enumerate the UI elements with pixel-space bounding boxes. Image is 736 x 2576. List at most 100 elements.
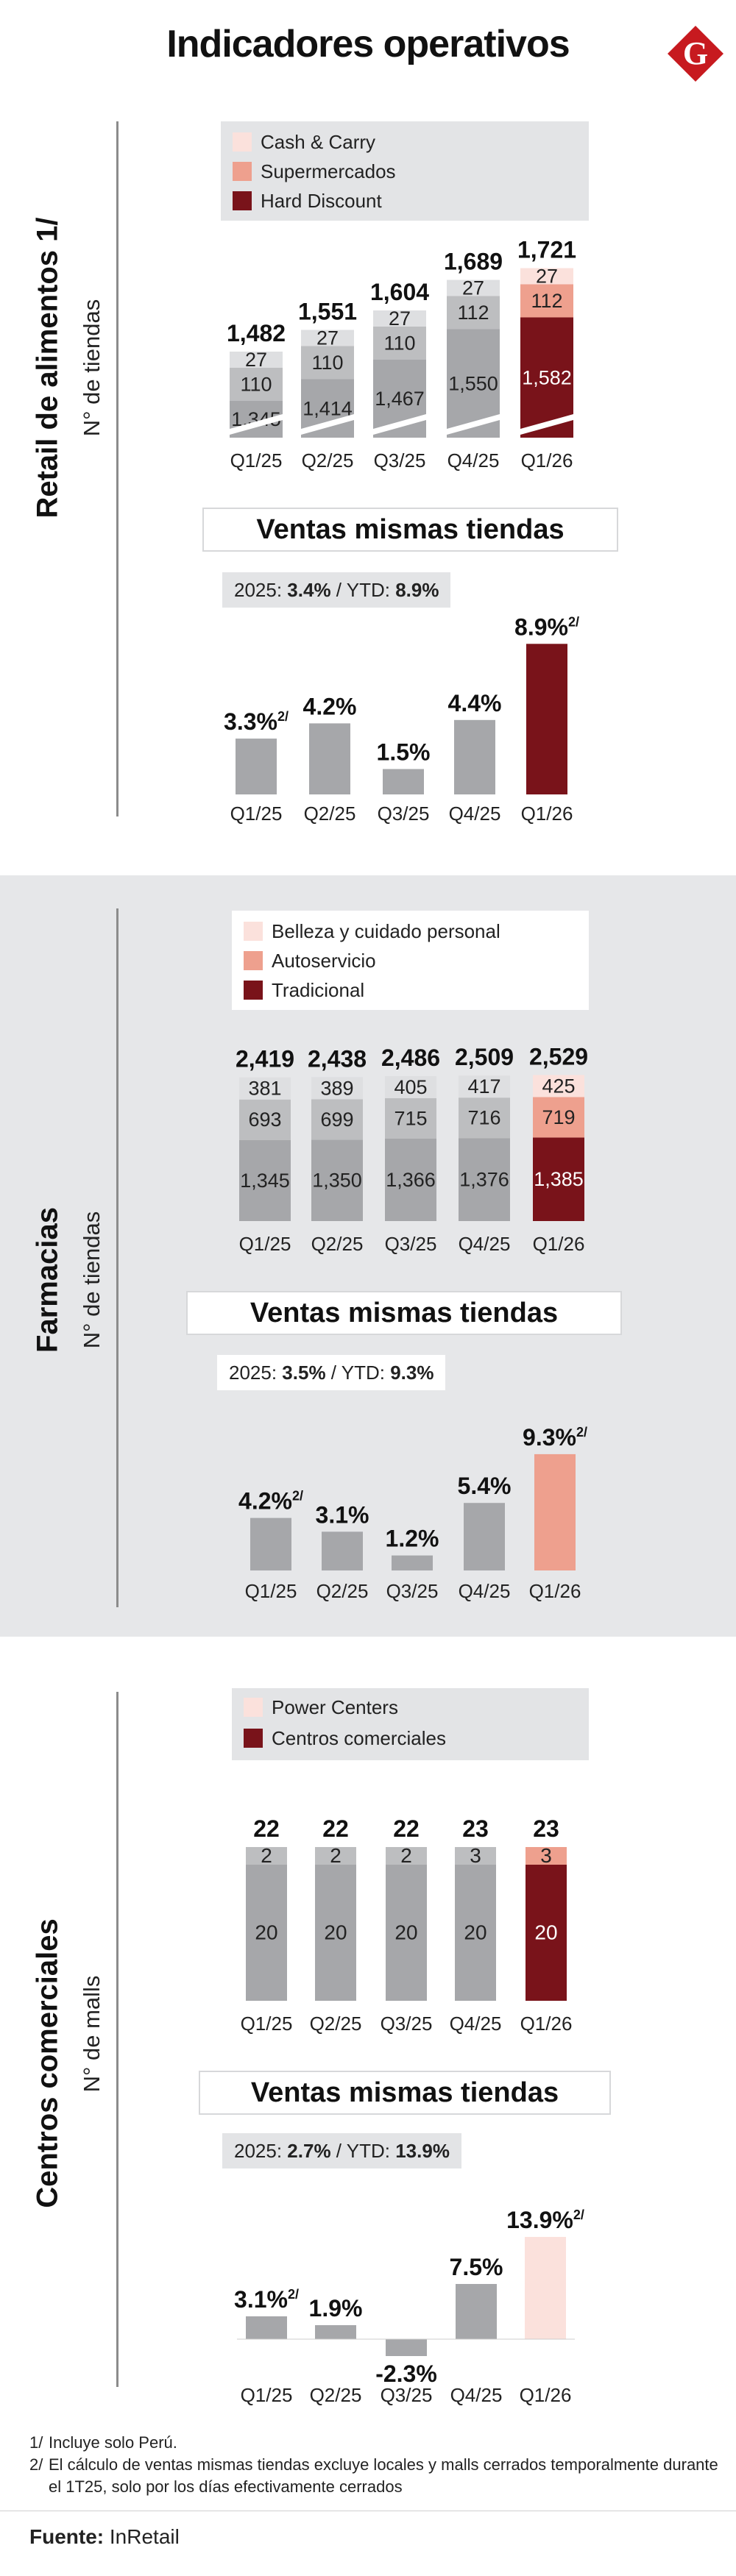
value-label: 1.2% xyxy=(386,1526,439,1552)
segment-label: 27 xyxy=(462,277,484,299)
bar-segment xyxy=(455,1865,496,2001)
legend: Cash & Carry Supermercados Hard Discount xyxy=(221,121,589,221)
segment-label: 715 xyxy=(394,1107,427,1129)
value-label: 3.1% xyxy=(316,1501,369,1528)
bar-segment xyxy=(246,1847,287,1865)
category-label: Q4/25 xyxy=(447,449,500,472)
note-marker: 2/ xyxy=(576,1425,587,1440)
segment-label: 20 xyxy=(464,1921,486,1944)
bar-segment xyxy=(311,1139,363,1221)
legend-item: Power Centers xyxy=(244,1696,398,1719)
bar-segment xyxy=(315,1847,356,1865)
category-label: Q1/26 xyxy=(529,1580,581,1602)
bar xyxy=(454,719,495,794)
page-title: Indicadores operativos xyxy=(166,23,570,65)
segment-label: 2 xyxy=(400,1844,412,1867)
category-label: Q1/25 xyxy=(230,449,283,472)
segment-label: 1,550 xyxy=(448,372,498,394)
segment-label: 112 xyxy=(531,290,562,312)
category-label: Q1/26 xyxy=(521,449,573,472)
category-label: Q2/25 xyxy=(316,1580,369,1602)
bar-segment xyxy=(239,1099,291,1140)
legend-label: Autoservicio xyxy=(272,949,376,972)
category-label: Q2/25 xyxy=(310,2384,362,2406)
bar-segment xyxy=(239,1139,291,1221)
bar-segment xyxy=(459,1097,510,1139)
value-2025: 3.5% xyxy=(282,1362,326,1384)
bar-segment xyxy=(533,1097,584,1138)
value-label: 13.9%2/ xyxy=(506,2207,584,2233)
retail-sss-chart: 3.3%2/Q1/25 4.2% Q2/25 1.5% Q3/25 4.4% Q4/25 8.… xyxy=(224,613,579,825)
axis-break xyxy=(520,414,573,435)
bar-segment xyxy=(385,1097,436,1139)
legend-swatch xyxy=(233,162,252,181)
bar xyxy=(246,2316,287,2339)
total-label: 1,604 xyxy=(370,279,429,305)
category-label: Q3/25 xyxy=(381,2384,433,2406)
total-label: 23 xyxy=(462,1815,489,1842)
bar xyxy=(309,723,350,794)
note-marker: 2/ xyxy=(292,1489,303,1504)
category-label: Q1/25 xyxy=(241,2013,293,2035)
svg-text:G: G xyxy=(683,35,708,71)
segment-label: 716 xyxy=(467,1107,500,1129)
total-label: 22 xyxy=(322,1815,349,1842)
note-marker: 2/ xyxy=(288,2287,299,2302)
segment-label: 1,582 xyxy=(522,366,572,388)
bar-segment xyxy=(520,268,573,285)
bar xyxy=(526,644,567,794)
category-label: Q1/26 xyxy=(520,2013,573,2035)
total-label: 2,419 xyxy=(236,1046,294,1072)
bar xyxy=(456,2284,497,2339)
malls-sss-chart: 3.1%2/Q1/25 1.9% Q2/25 -2.3%Q3/25 7.5% Q4/25 1… xyxy=(234,2207,584,2406)
legend-label: Cash & Carry xyxy=(261,130,376,153)
category-label: Q1/25 xyxy=(239,1233,291,1255)
bar-segment xyxy=(230,352,283,368)
bar-segment xyxy=(230,368,283,401)
value-ytd: 8.9% xyxy=(395,579,439,601)
bar-segment xyxy=(373,327,426,360)
bar-segment xyxy=(459,1075,510,1098)
category-label: Q2/25 xyxy=(304,803,356,825)
bar xyxy=(322,1531,363,1570)
value-label: 1.9% xyxy=(309,2295,363,2321)
segment-label: 1,376 xyxy=(459,1169,509,1191)
legend-item: Belleza y cuidado personal xyxy=(244,919,500,943)
legend: Power Centers Centros comerciales xyxy=(232,1688,589,1760)
section-header: Ventas mismas tiendas xyxy=(186,1291,622,1335)
retail-stores-chart: 1,345110271,482Q1/251,414110271,551Q2/25… xyxy=(227,237,576,472)
legend-item: Autoservicio xyxy=(244,949,376,972)
category-label: Q1/26 xyxy=(533,1233,585,1255)
section-header: Ventas mismas tiendas xyxy=(202,508,618,552)
segment-label: 381 xyxy=(248,1078,281,1100)
segment-label: 110 xyxy=(240,374,272,396)
pharmacy-stores-chart: 1,345 693 381 2,419 Q1/25 1,350 699 389 2,438 Q2/… xyxy=(236,1043,588,1255)
legend-swatch xyxy=(233,132,252,152)
segment-label: 3 xyxy=(540,1844,552,1867)
legend-swatch xyxy=(244,1698,263,1717)
legend: Belleza y cuidado personal Autoservicio … xyxy=(232,911,589,1010)
legend-label: Tradicional xyxy=(272,978,365,1001)
bar-segment xyxy=(385,1138,436,1221)
axis-break xyxy=(230,414,283,435)
category-label: Q1/26 xyxy=(520,2384,572,2406)
legend-label: Centros comerciales xyxy=(272,1726,446,1749)
segment-label: 1,366 xyxy=(386,1169,436,1191)
category-label: Q3/25 xyxy=(374,449,426,472)
bar-segment xyxy=(459,1138,510,1221)
bar-segment xyxy=(301,346,354,380)
axis-break xyxy=(301,414,354,435)
bar-segment xyxy=(526,1847,567,1865)
divider-line xyxy=(116,1692,118,2387)
bar xyxy=(392,1555,433,1570)
bar xyxy=(250,1518,291,1570)
bar-segment xyxy=(455,1847,496,1865)
source-credit: Fuente: InRetail xyxy=(29,2525,180,2548)
axis-break xyxy=(373,414,426,435)
segment-label: 112 xyxy=(457,302,489,324)
value-label: 9.3%2/ xyxy=(523,1424,587,1451)
total-label: 1,482 xyxy=(227,320,286,346)
bar xyxy=(315,2325,356,2339)
legend-label: Belleza y cuidado personal xyxy=(272,919,500,942)
legend-item: Cash & Carry xyxy=(233,130,375,154)
